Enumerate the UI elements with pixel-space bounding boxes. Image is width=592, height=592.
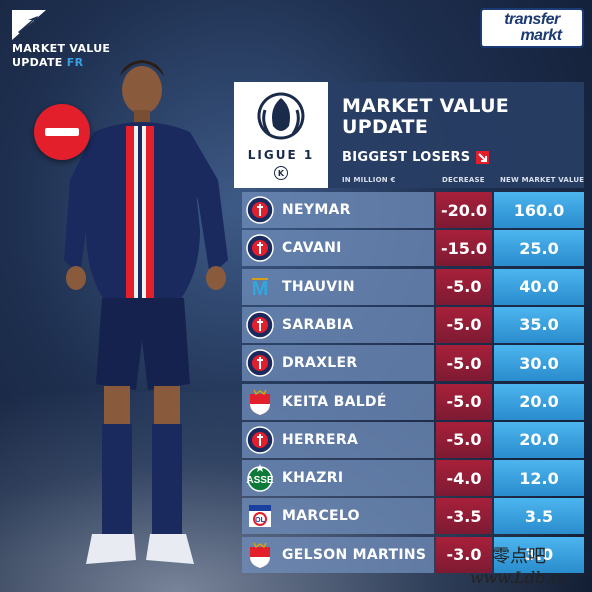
player-image: [64, 60, 228, 564]
table-row: M THAUVIN -5.0 40.0: [242, 268, 584, 305]
table-row: OL MARCELO -3.5 3.5: [242, 498, 584, 535]
player-name: SARABIA: [282, 316, 354, 333]
ligue1-ball-icon: [257, 92, 305, 140]
market-value-cell: 12.0: [494, 460, 584, 497]
market-value-cell: 3.0: [494, 536, 584, 573]
player-cell: NEYMAR: [242, 192, 434, 228]
decrease-cell: -5.0: [436, 306, 492, 343]
marseille-crest-icon: M: [246, 273, 274, 301]
player-name: KEITA BALDÉ: [282, 393, 387, 410]
monaco-crest-icon: [246, 541, 274, 569]
title-line1: MARKET VALUE: [342, 95, 510, 117]
league-badge-icon: K: [274, 166, 288, 180]
market-value-cell: 25.0: [494, 230, 584, 267]
watermark-text: 零点吧: [492, 546, 546, 567]
market-value-cell: 40.0: [494, 268, 584, 305]
transfermarkt-logo: transfer markt: [480, 8, 584, 48]
monaco-crest-icon: [246, 388, 274, 416]
logo-line1: transfer: [504, 11, 560, 28]
player-name: HERRERA: [282, 431, 359, 448]
decrease-cell: -5.0: [436, 421, 492, 458]
player-cell: CAVANI: [242, 230, 434, 267]
saint-etienne-crest-icon: ASSE: [246, 464, 274, 492]
unit-label: IN MILLION €: [342, 176, 396, 184]
market-value-cell: 20.0: [494, 421, 584, 458]
market-value-cell: 160.0: [494, 192, 584, 228]
market-value-cell: 30.0: [494, 345, 584, 382]
player-name: THAUVIN: [282, 278, 355, 295]
decrease-cell: -5.0: [436, 345, 492, 382]
watermark-url: www.Ldb.cc: [470, 568, 569, 587]
subtitle-text: BIGGEST LOSERS: [342, 150, 471, 165]
minus-badge-icon: [34, 104, 90, 160]
player-name: CAVANI: [282, 240, 342, 257]
table-row: HERRERA -5.0 20.0: [242, 421, 584, 458]
corner-label-line1: MARKET VALUE: [12, 42, 111, 55]
decrease-cell: -3.5: [436, 498, 492, 535]
league-name: LIGUE 1: [247, 148, 315, 162]
column-header-value: NEW MARKET VALUE: [500, 176, 585, 184]
svg-text:ASSE: ASSE: [246, 475, 274, 486]
player-name: GELSON MARTINS: [282, 546, 427, 563]
market-value-cell: 35.0: [494, 306, 584, 343]
player-name: MARCELO: [282, 508, 360, 525]
decrease-cell: -15.0: [436, 230, 492, 267]
table-row: DRAXLER -5.0 30.0: [242, 345, 584, 382]
player-name: DRAXLER: [282, 355, 358, 372]
decrease-cell: -3.0: [436, 536, 492, 573]
table-row: SARABIA -5.0 35.0: [242, 306, 584, 343]
table-row: ASSE KHAZRI -4.0 12.0: [242, 460, 584, 497]
subtitle: BIGGEST LOSERS: [342, 150, 490, 165]
player-cell: M THAUVIN: [242, 268, 434, 305]
arrow-down-right-icon: [476, 151, 490, 164]
table-row: KEITA BALDÉ -5.0 20.0: [242, 383, 584, 420]
player-name: KHAZRI: [282, 470, 344, 487]
psg-crest-icon: [246, 311, 274, 339]
table-row: NEYMAR -20.0 160.0: [242, 192, 584, 228]
decrease-cell: -5.0: [436, 383, 492, 420]
corner-label: MARKET VALUE UPDATE FR: [12, 42, 110, 70]
player-cell: OL MARCELO: [242, 498, 434, 535]
player-cell: SARABIA: [242, 306, 434, 343]
psg-crest-icon: [246, 196, 274, 224]
psg-crest-icon: [246, 349, 274, 377]
market-value-cell: 3.5: [494, 498, 584, 535]
corner-label-line2: UPDATE: [12, 56, 63, 69]
player-name: NEYMAR: [282, 202, 351, 218]
header-panel: [328, 82, 584, 188]
corner-label-country: FR: [66, 56, 84, 69]
decrease-cell: -20.0: [436, 192, 492, 228]
player-cell: KEITA BALDÉ: [242, 383, 434, 420]
player-cell: GELSON MARTINS: [242, 536, 434, 573]
title-line2: UPDATE: [342, 116, 429, 138]
arrow-up-right-icon: [12, 10, 46, 40]
svg-text:M: M: [252, 278, 269, 300]
player-cell: ASSE KHAZRI: [242, 460, 434, 497]
column-header-decrease: DECREASE: [442, 176, 485, 184]
decrease-cell: -5.0: [436, 268, 492, 305]
psg-crest-icon: [246, 234, 274, 263]
ligue1-logo: LIGUE 1 K: [234, 82, 328, 188]
decrease-cell: -4.0: [436, 460, 492, 497]
lyon-crest-icon: OL: [246, 502, 274, 530]
psg-crest-icon: [246, 426, 274, 454]
table-row: GELSON MARTINS -3.0 3.0: [242, 536, 584, 573]
page-title: MARKET VALUE UPDATE: [342, 96, 509, 138]
market-value-cell: 20.0: [494, 383, 584, 420]
svg-text:OL: OL: [255, 517, 265, 524]
player-cell: DRAXLER: [242, 345, 434, 382]
table-row: CAVANI -15.0 25.0: [242, 230, 584, 267]
player-cell: HERRERA: [242, 421, 434, 458]
logo-line2: markt: [520, 27, 562, 44]
